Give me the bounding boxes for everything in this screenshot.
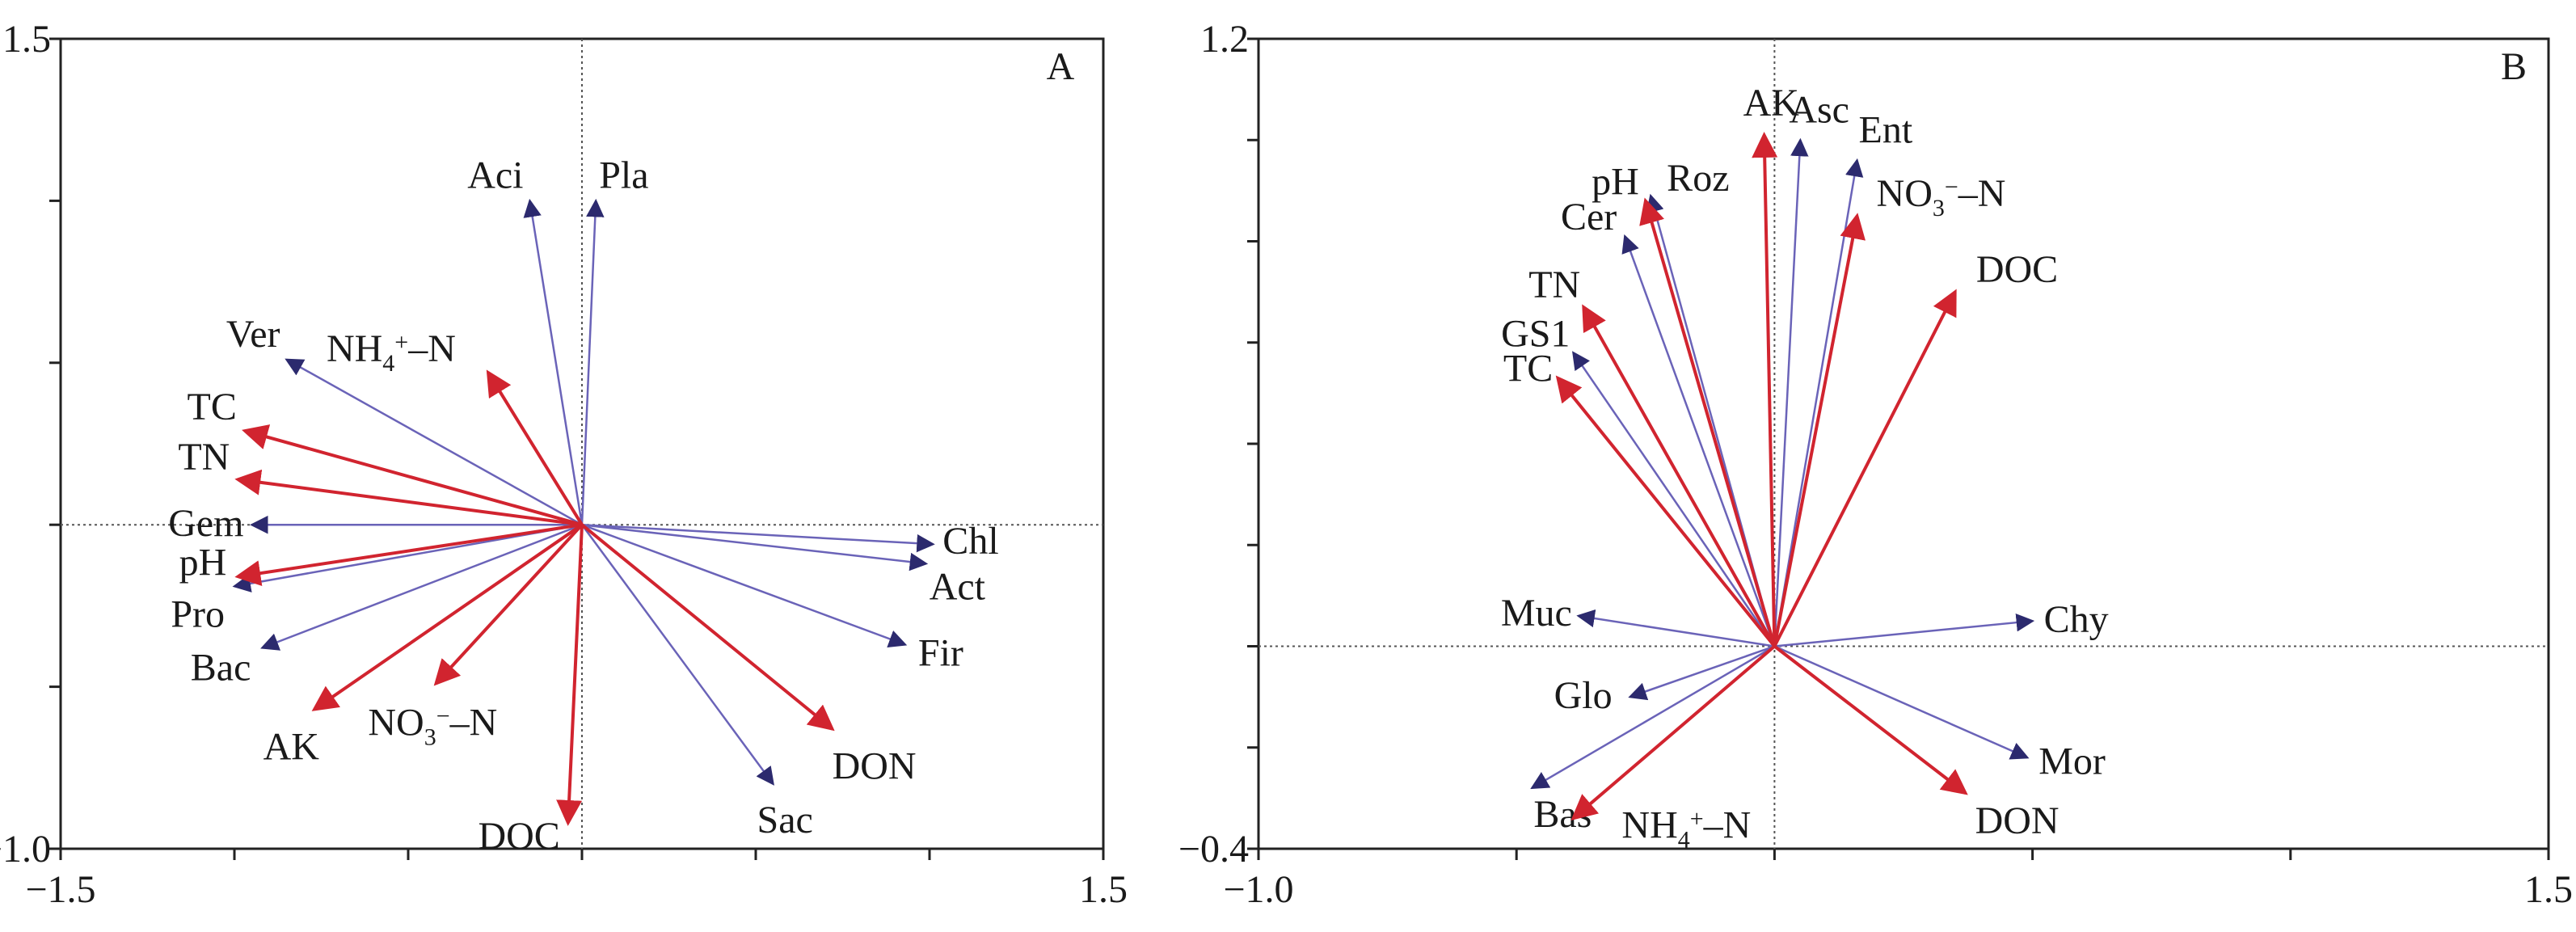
vector-label: Gem [168, 502, 243, 545]
vector-label: NO3−–N [368, 702, 497, 751]
y-tick-label-min: −1.0 [0, 828, 51, 871]
vector-label: NH4+–N [1621, 803, 1751, 853]
taxon-vector-bas [1530, 645, 1776, 790]
x-tick-label-min: −1.0 [1223, 868, 1293, 911]
vector-label: Ver [226, 313, 280, 356]
vector-label: TN [1528, 264, 1580, 306]
x-tick-label-max: 1.5 [1079, 868, 1128, 911]
vector-label: Cer [1561, 196, 1617, 238]
vector-label: TC [188, 386, 237, 428]
taxon-vector-pla [580, 198, 605, 525]
taxon-vector-chl [581, 523, 935, 553]
vector-label: Aci [467, 154, 523, 196]
x-tick-label-max: 1.5 [2524, 868, 2573, 911]
soil-vector-no3n [433, 523, 584, 686]
vector-label: Bac [191, 647, 251, 690]
soil-vector-nh4n [1570, 644, 1776, 821]
soil-vector-tc [242, 424, 583, 527]
vector-label: NO3−–N [1877, 172, 2006, 221]
vector-label: Sac [757, 799, 813, 841]
vector-label: AK [264, 726, 320, 769]
soil-vector-tn [1582, 304, 1777, 647]
y-tick-label-min: −0.4 [1178, 828, 1249, 871]
vector-label: pH [179, 541, 227, 584]
taxon-vector-glo [1628, 645, 1775, 701]
vector-label: Chy [2044, 598, 2109, 641]
vector-label: DOC [478, 815, 559, 858]
vector-label: DOC [1976, 248, 2058, 291]
taxon-vector-fir [581, 524, 908, 648]
vector-label: Pro [171, 593, 225, 635]
panel-letter: B [2501, 45, 2527, 88]
biplot-panel-B: 1.2 −0.4−1.0 1.5 B Asc Ent Roz Cer GS1 Muc Chy Glo M… [1178, 18, 2573, 911]
plot-frame [1257, 37, 2550, 850]
taxon-vector-act [581, 523, 929, 571]
vector-label: Roz [1667, 157, 1729, 200]
vector-label: TN [178, 436, 230, 479]
taxon-vector-cer [1621, 234, 1776, 647]
vector-label: NH4+–N [327, 327, 456, 377]
soil-vector-tn [234, 469, 583, 527]
vector-label: pH [1592, 160, 1639, 203]
vector-label: Fir [918, 631, 963, 674]
taxon-vector-mor [1773, 645, 2030, 760]
taxon-vector-bac [260, 524, 583, 651]
vector-label: Muc [1501, 592, 1572, 635]
soil-vector-don [1773, 644, 1968, 795]
soil-vector-ak [311, 523, 584, 711]
vector-label: Chl [942, 520, 998, 563]
taxon-vector-aci [523, 198, 584, 525]
soil-vector-nh4n [486, 369, 584, 526]
vector-label: Pla [599, 154, 648, 196]
soil-vector-doc [1773, 289, 1957, 647]
soil-vector-ph [1639, 197, 1777, 647]
vector-label: Ent [1859, 108, 1913, 151]
vector-label: Act [930, 565, 986, 608]
taxon-vector-ver [285, 358, 583, 526]
soil-vector-tc [1555, 375, 1776, 647]
vector-label: Mor [2038, 740, 2106, 782]
vector-label: Bas [1533, 793, 1592, 836]
vector-label: DON [1975, 799, 2060, 842]
vector-label: Glo [1554, 674, 1613, 717]
vector-label: Asc [1789, 88, 1849, 131]
taxon-vector-gs1 [1572, 351, 1776, 647]
soil-vector-ak [1752, 131, 1778, 647]
taxon-vector-chy [1774, 613, 2035, 647]
soil-vector-no3n [1773, 213, 1866, 647]
taxon-vector-ent [1773, 158, 1864, 647]
vector-label: DON [833, 745, 917, 788]
y-tick-label-max: 1.2 [1200, 18, 1249, 61]
soil-vector-don [580, 523, 835, 732]
taxon-vector-sac [580, 524, 774, 786]
vector-label: GS1 [1501, 312, 1570, 355]
panel-letter: A [1047, 45, 1075, 88]
soil-vector-ph [234, 523, 583, 586]
y-tick-label-max: 1.5 [2, 18, 51, 61]
vector-label: AK [1743, 82, 1800, 124]
taxon-vector-asc [1773, 137, 1809, 647]
taxon-vector-muc [1576, 609, 1775, 647]
x-tick-label-min: −1.5 [25, 868, 95, 911]
soil-vector-doc [556, 525, 584, 826]
vector-label: TC [1503, 348, 1553, 390]
